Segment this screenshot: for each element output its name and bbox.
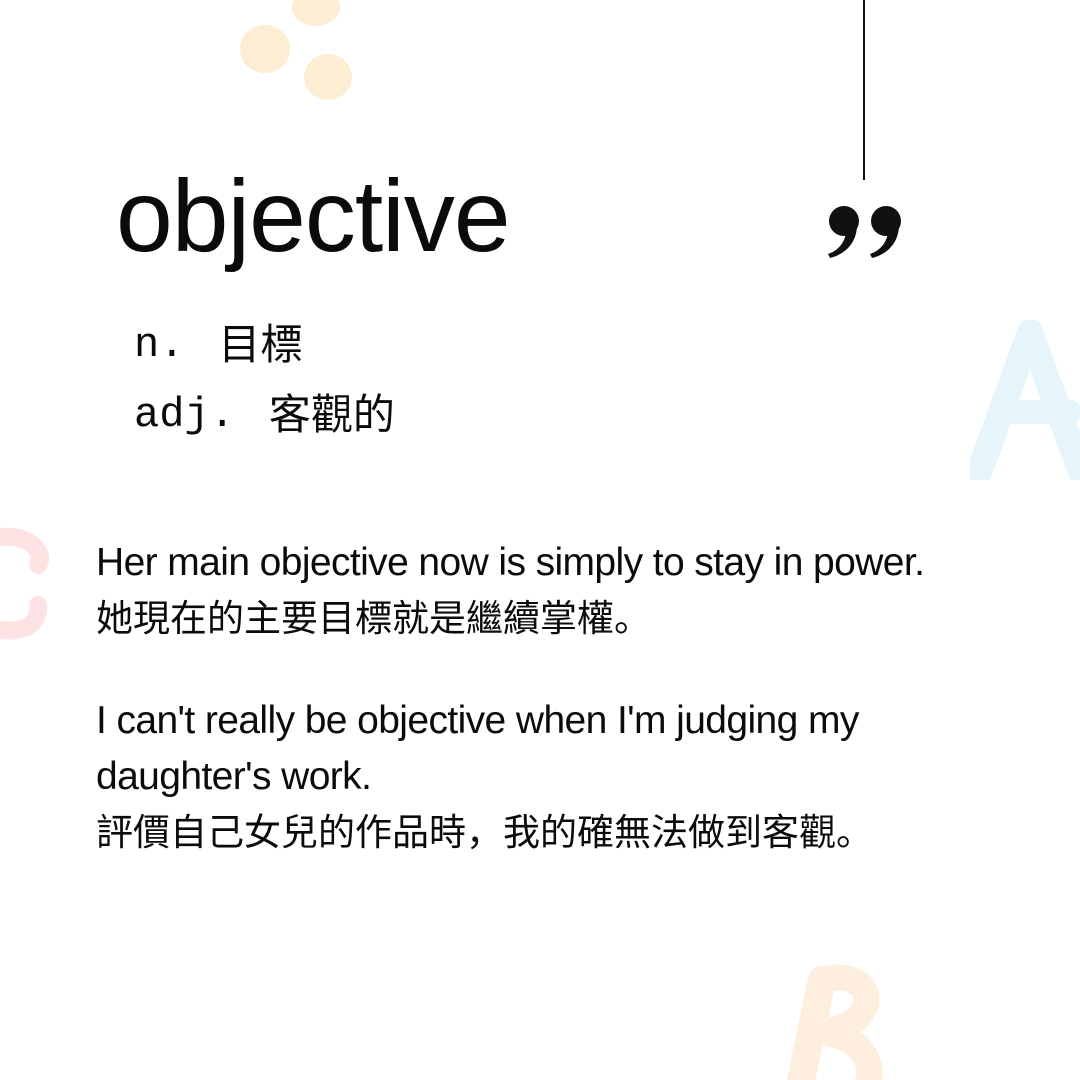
decorative-dot <box>292 0 340 26</box>
decorative-vertical-line <box>863 0 865 180</box>
decorative-dot <box>240 25 290 73</box>
part-of-speech: adj. <box>134 391 235 439</box>
decorative-letter-c <box>0 527 49 640</box>
decorative-dot <box>304 54 352 100</box>
headword: objective <box>116 159 511 273</box>
part-of-speech: n. <box>134 321 185 369</box>
example-sentence: I can't really be objective when I'm jud… <box>96 693 1001 861</box>
example-english: I can't really be objective when I'm jud… <box>96 699 859 798</box>
example-chinese: 評價自己女兒的作品時，我的確無法做到客觀。 <box>96 811 873 854</box>
definition-meaning: 客觀的 <box>268 390 395 439</box>
closing-quote-icon <box>828 206 901 258</box>
definition-row: n. 目標 <box>134 310 395 380</box>
example-english: Her main objective now is simply to stay… <box>96 541 925 584</box>
example-sentence: Her main objective now is simply to stay… <box>96 535 1001 647</box>
definition-row: adj. 客觀的 <box>134 380 395 450</box>
definition-list: n. 目標 adj. 客觀的 <box>134 310 395 450</box>
definition-meaning: 目標 <box>218 320 303 369</box>
decorative-letter-b <box>786 964 883 1080</box>
decorative-letter-a <box>970 320 1080 480</box>
example-list: Her main objective now is simply to stay… <box>96 535 1001 907</box>
example-chinese: 她現在的主要目標就是繼續掌權。 <box>96 597 651 640</box>
